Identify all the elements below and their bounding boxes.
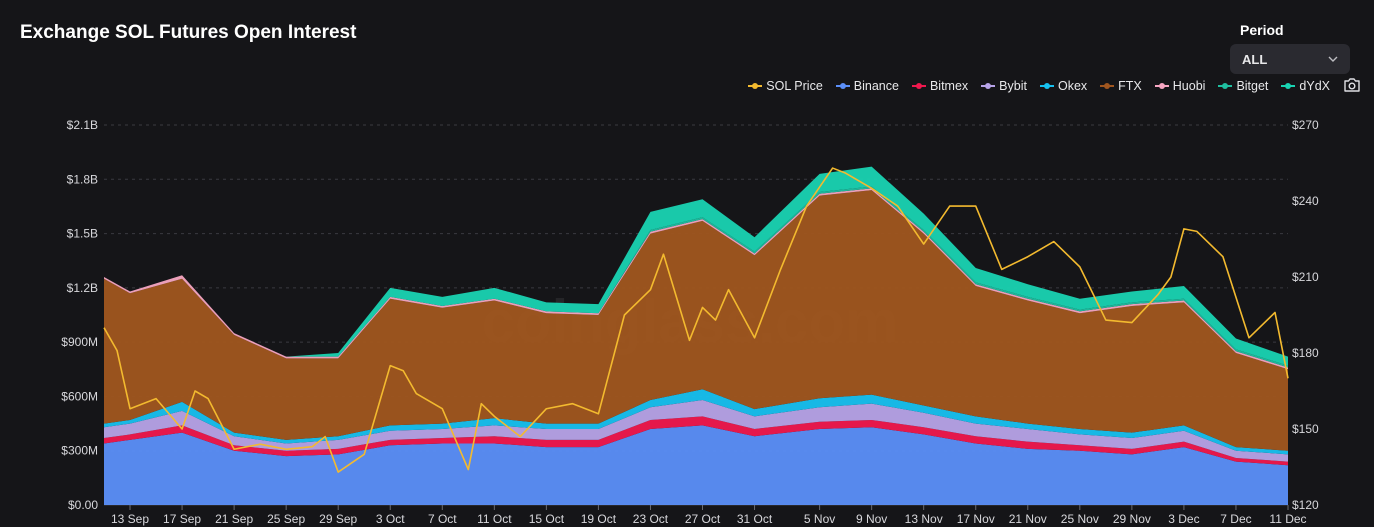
x-tick-label: 29 Sep xyxy=(319,512,357,526)
legend-item-dydx[interactable]: dYdX xyxy=(1281,79,1330,93)
x-axis: 13 Sep 17 Sep 21 Sep 25 Sep 29 Sep 3 Oct 7 Oct… xyxy=(111,505,1307,526)
x-tick-label: 23 Oct xyxy=(633,512,669,526)
x-tick-label: 19 Oct xyxy=(581,512,617,526)
left-tick-label: $1.2B xyxy=(67,281,98,295)
x-tick-label: 21 Nov xyxy=(1009,512,1047,526)
x-tick-label: 7 Dec xyxy=(1220,512,1251,526)
period-selected-value: ALL xyxy=(1242,51,1268,67)
legend-item-binance[interactable]: Binance xyxy=(835,79,899,93)
x-tick-label: 21 Sep xyxy=(215,512,253,526)
right-tick-label: $120 xyxy=(1292,498,1319,512)
x-tick-label: 31 Oct xyxy=(737,512,773,526)
stacked-areas xyxy=(104,166,1288,505)
legend-item-bitmex[interactable]: Bitmex xyxy=(911,79,969,93)
x-tick-label: 7 Oct xyxy=(428,512,457,526)
legend-swatch-dydx xyxy=(1281,81,1296,91)
legend-label-sol-price: SOL Price xyxy=(766,79,823,93)
x-tick-label: 3 Oct xyxy=(376,512,405,526)
x-tick-label: 27 Oct xyxy=(685,512,721,526)
page-title: Exchange SOL Futures Open Interest xyxy=(20,22,357,43)
camera-icon[interactable] xyxy=(1343,77,1361,93)
right-tick-label: $270 xyxy=(1292,118,1319,132)
x-tick-label: 5 Nov xyxy=(804,512,835,526)
x-tick-label: 3 Dec xyxy=(1168,512,1199,526)
x-tick-label: 13 Sep xyxy=(111,512,149,526)
legend-label-huobi: Huobi xyxy=(1172,79,1206,93)
chevron-down-icon xyxy=(1328,56,1338,62)
right-tick-label: $210 xyxy=(1292,270,1319,284)
period-select[interactable]: ALL xyxy=(1230,44,1350,74)
legend-label-bitmex: Bitmex xyxy=(929,79,969,93)
sol-price-line-group xyxy=(103,167,1289,473)
x-tick-label: 13 Nov xyxy=(905,512,943,526)
legend-swatch-bitget xyxy=(1218,81,1233,91)
legend-label-okex: Okex xyxy=(1057,79,1088,93)
x-tick-label: 29 Nov xyxy=(1113,512,1151,526)
right-tick-label: $180 xyxy=(1292,346,1319,360)
period-label: Period xyxy=(1240,22,1284,38)
left-axis: $0.00 $300M $600M $900M $1.2B $1.5B $1.8B $2.1B xyxy=(61,118,98,512)
legend-swatch-ftx xyxy=(1100,81,1115,91)
legend-label-bitget: Bitget xyxy=(1236,79,1269,93)
left-tick-label: $1.8B xyxy=(67,172,98,186)
x-tick-label: 15 Oct xyxy=(529,512,565,526)
legend-item-bitget[interactable]: Bitget xyxy=(1218,79,1268,93)
area-dydx xyxy=(104,166,1288,366)
legend-label-dydx: dYdX xyxy=(1299,79,1330,93)
legend-item-sol-price[interactable]: SOL Price xyxy=(748,79,823,93)
legend-item-ftx[interactable]: FTX xyxy=(1100,79,1142,93)
legend-label-ftx: FTX xyxy=(1118,79,1142,93)
right-axis: $120 $150 $180 $210 $240 $270 xyxy=(1292,118,1319,512)
legend-item-huobi[interactable]: Huobi xyxy=(1154,79,1206,93)
area-bybit xyxy=(104,400,1288,462)
legend-swatch-huobi xyxy=(1154,81,1169,91)
x-tick-label: 17 Sep xyxy=(163,512,201,526)
chart-legend: SOL Price Binance Bitmex Bybit Okex FTX … xyxy=(748,76,1330,96)
legend-item-bybit[interactable]: Bybit xyxy=(981,79,1027,93)
x-tick-label: 9 Nov xyxy=(856,512,887,526)
left-tick-label: $600M xyxy=(61,389,98,403)
x-tick-label: 11 Dec xyxy=(1269,512,1306,526)
area-binance xyxy=(104,425,1288,505)
right-tick-label: $240 xyxy=(1292,194,1319,208)
left-tick-label: $1.5B xyxy=(67,227,98,241)
x-tick-label: 11 Oct xyxy=(477,512,512,526)
legend-swatch-bitmex xyxy=(911,81,926,91)
left-tick-label: $300M xyxy=(61,444,98,458)
legend-swatch-binance xyxy=(835,81,850,91)
legend-label-bybit: Bybit xyxy=(999,79,1027,93)
legend-swatch-okex xyxy=(1039,81,1054,91)
legend-swatch-sol-price xyxy=(748,81,763,91)
legend-item-okex[interactable]: Okex xyxy=(1039,79,1088,93)
legend-swatch-bybit xyxy=(981,81,996,91)
left-tick-label: $0.00 xyxy=(68,498,98,512)
x-tick-label: 25 Sep xyxy=(267,512,305,526)
left-tick-label: $900M xyxy=(61,335,98,349)
left-tick-label: $2.1B xyxy=(67,118,98,132)
sol-price-line xyxy=(103,167,1289,473)
right-tick-label: $150 xyxy=(1292,422,1319,436)
legend-label-binance: Binance xyxy=(853,79,899,93)
area-ftx xyxy=(104,190,1288,451)
x-tick-label: 25 Nov xyxy=(1061,512,1099,526)
x-tick-label: 17 Nov xyxy=(957,512,995,526)
